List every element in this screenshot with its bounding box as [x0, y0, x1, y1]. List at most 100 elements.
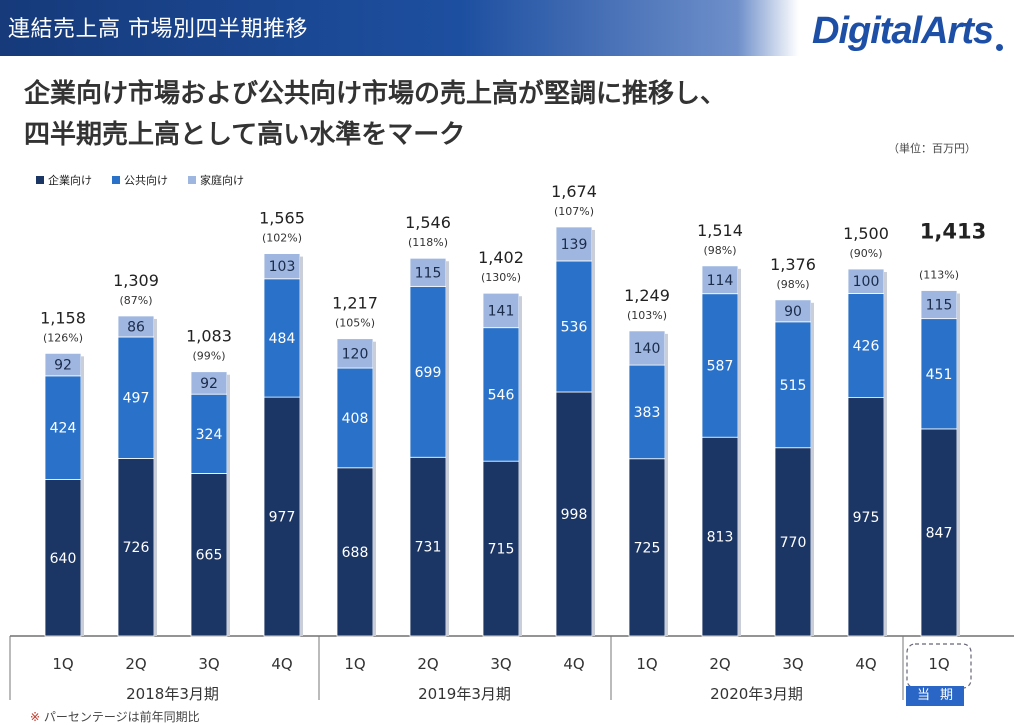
total-label: 1,546: [405, 213, 451, 232]
bar-value-label: 484: [269, 331, 296, 347]
bar-value-label: 141: [488, 303, 515, 319]
bar-shadow: [300, 256, 303, 636]
total-label: 1,083: [186, 327, 232, 346]
yoy-label: (126%): [43, 331, 83, 344]
bar-value-label: 383: [634, 405, 661, 421]
bar-value-label: 847: [926, 525, 953, 541]
footnote: ※ パーセンテージは前年同期比: [30, 708, 200, 725]
bar-value-label: 515: [780, 378, 807, 394]
category-label: 4Q: [855, 655, 876, 673]
bar-value-label: 115: [415, 265, 442, 281]
bar-segment-enterprise: [117, 458, 155, 637]
total-label: 1,413: [920, 220, 986, 244]
bar-segment-public: [628, 364, 666, 460]
logo-dot-icon: [996, 44, 1003, 51]
bar-value-label: 90: [784, 304, 802, 320]
bar-segment-enterprise: [336, 467, 374, 637]
bar-value-label: 726: [123, 540, 150, 556]
legend-label-enterprise: 企業向け: [48, 174, 92, 187]
headline-line-1: 企業向け市場および公共向け市場の売上高が堅調に推移し、: [24, 79, 727, 109]
bar-value-label: 120: [342, 346, 369, 362]
current-quarter-highlight: [906, 643, 972, 689]
page-title: 連結売上高 市場別四半期推移: [8, 17, 308, 42]
bar-value-label: 587: [707, 358, 734, 374]
bar-shadow: [81, 356, 84, 636]
category-label: 3Q: [198, 655, 219, 673]
bar-value-label: 688: [342, 545, 369, 561]
bar-value-label: 408: [342, 411, 369, 427]
bar-value-label: 324: [196, 427, 223, 443]
total-label: 1,217: [332, 294, 378, 313]
category-label: 2Q: [417, 655, 438, 673]
bar-value-label: 536: [561, 319, 588, 335]
footnote-text: パーセンテージは前年同期比: [43, 710, 200, 724]
yoy-label: (87%): [119, 294, 152, 307]
yoy-label: (98%): [703, 244, 736, 257]
bar-segment-home: [482, 292, 520, 329]
category-label: 1Q: [52, 655, 73, 673]
total-label: 1,674: [551, 182, 597, 201]
legend-item-home: 家庭向け: [188, 172, 244, 188]
category-label: 4Q: [563, 655, 584, 673]
bar-shadow: [884, 272, 887, 636]
yoy-label: (102%): [262, 232, 302, 245]
bar-value-label: 426: [853, 339, 880, 355]
category-label: 2Q: [709, 655, 730, 673]
bar-value-label: 103: [269, 259, 296, 275]
bar-value-label: 770: [780, 535, 807, 551]
group-label: 2018年3月期: [126, 685, 219, 703]
bar-shadow: [957, 293, 960, 636]
bar-shadow: [665, 333, 668, 636]
bar-value-label: 725: [634, 540, 661, 556]
bar-segment-enterprise: [847, 397, 885, 637]
header-bar: [0, 0, 1024, 56]
bar-shadow: [227, 374, 230, 636]
total-label: 1,309: [113, 271, 159, 290]
legend-swatch-home: [188, 176, 196, 184]
unit-label: （単位：百万円）: [888, 142, 976, 155]
legend-label-public: 公共向け: [124, 174, 168, 187]
bar-shadow: [373, 341, 376, 636]
bar-value-label: 977: [269, 510, 296, 526]
bar-value-label: 140: [634, 341, 661, 357]
group-label: 2019年3月期: [418, 685, 511, 703]
bar-value-label: 665: [196, 548, 223, 564]
bar-value-label: 115: [926, 298, 953, 314]
bar-segment-enterprise: [920, 428, 958, 637]
category-label: 3Q: [490, 655, 511, 673]
bar-segment-public: [336, 367, 374, 469]
bar-value-label: 451: [926, 367, 953, 383]
logo-text: DigitalArts: [812, 10, 994, 52]
category-label: 3Q: [782, 655, 803, 673]
bar-value-label: 546: [488, 387, 515, 403]
bar-value-label: 139: [561, 237, 588, 253]
legend-item-public: 公共向け: [112, 172, 168, 188]
bar-value-label: 813: [707, 530, 734, 546]
bar-segment-public: [774, 321, 812, 449]
bar-shadow: [154, 318, 157, 636]
bar-segment-enterprise: [263, 396, 301, 637]
bar-segment-public: [117, 336, 155, 459]
bar-segment-home: [409, 257, 447, 287]
bar-segment-home: [920, 290, 958, 320]
bar-value-label: 497: [123, 391, 150, 407]
bar-value-label: 424: [50, 421, 77, 437]
bar-value-label: 86: [127, 319, 145, 335]
legend-swatch-public: [112, 176, 120, 184]
bar-segment-enterprise: [482, 460, 520, 637]
chart-legend: 企業向け 公共向け 家庭向け: [36, 172, 244, 188]
bar-value-label: 114: [707, 273, 734, 289]
yoy-label: (113%): [919, 269, 959, 282]
headline-line-2: 四半期売上高として高い水準をマーク: [24, 120, 466, 150]
group-label: 2020年3月期: [710, 685, 803, 703]
bar-value-label: 731: [415, 540, 442, 556]
legend-label-home: 家庭向け: [200, 174, 244, 187]
bar-segment-home: [555, 226, 593, 262]
bar-value-label: 715: [488, 542, 515, 558]
footnote-mark: ※: [30, 710, 41, 724]
total-label: 1,565: [259, 209, 305, 228]
category-label: 1Q: [344, 655, 365, 673]
bar-segment-enterprise: [701, 436, 739, 637]
total-label: 1,402: [478, 248, 524, 267]
